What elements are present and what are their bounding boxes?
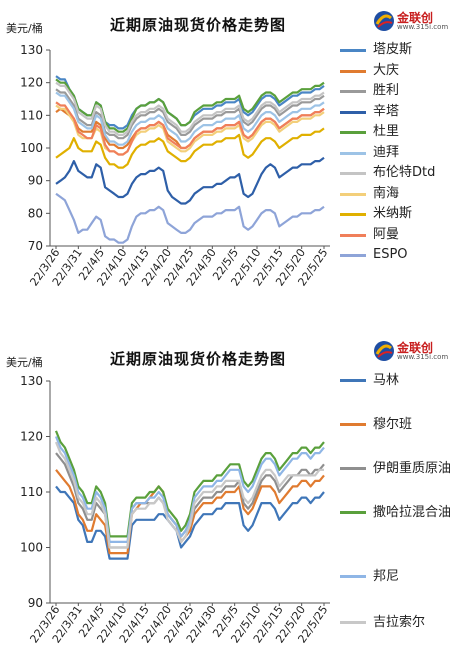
- y-tick-label: 110: [20, 485, 43, 499]
- series-line: [55, 127, 325, 169]
- series-line: [55, 101, 325, 156]
- legend-label: 辛塔: [373, 103, 400, 119]
- series-line: [55, 78, 325, 133]
- legend-swatch: [340, 621, 366, 624]
- legend-item: 马林: [340, 370, 464, 390]
- legend-label: 吉拉索尔: [373, 615, 426, 630]
- y-tick-label: 90: [28, 596, 43, 610]
- brand-logo: 金联创 www.315i.com: [373, 8, 455, 34]
- legend-item: 辛塔: [340, 102, 464, 122]
- legend-item: 伊朗重质原油: [340, 458, 464, 478]
- chart-panel-top: 美元/桶 近期原油现货价格走势图 金联创 www.315i.com 70 80 90…: [0, 0, 465, 322]
- series-line: [55, 81, 325, 136]
- logo-icon: [374, 11, 394, 31]
- logo-name: 金联创: [397, 11, 434, 25]
- legend-label: 布伦特Dtd: [373, 165, 436, 180]
- legend-label: 胜利: [373, 83, 400, 98]
- legend-item: 塔皮斯: [340, 40, 464, 60]
- legend-item: 撒哈拉混合油: [340, 502, 464, 522]
- legend-item: 胜利: [340, 81, 464, 101]
- y-tick-label: 100: [20, 141, 43, 155]
- legend-swatch: [340, 254, 366, 257]
- series-line: [55, 192, 325, 244]
- legend-swatch: [340, 69, 366, 73]
- series-line: [55, 469, 325, 555]
- legend-label: 撒哈拉混合油: [373, 505, 452, 520]
- chart-panel-bottom: 美元/桶 近期原油现货价格走势图 金联创 www.315i.com 90 100 1…: [0, 326, 465, 648]
- y-tick-label: 130: [20, 374, 43, 388]
- legend-swatch: [340, 213, 366, 216]
- legend-item: 布伦特Dtd: [340, 163, 464, 183]
- legend-swatch: [340, 90, 366, 93]
- legend-label: 杜里: [373, 124, 400, 139]
- legend-item: 迪拜: [340, 143, 464, 163]
- legend-label: 米纳斯: [373, 206, 413, 221]
- y-unit-label: 美元/桶: [6, 356, 43, 369]
- series-line: [55, 156, 325, 205]
- legend-swatch: [340, 233, 366, 237]
- y-tick-label: 100: [20, 541, 43, 555]
- brand-logo: 金联创 www.315i.com: [373, 338, 455, 364]
- legend-label: 伊朗重质原油: [373, 461, 452, 476]
- y-tick-label: 110: [20, 108, 43, 122]
- legend-label: 马林: [373, 373, 400, 388]
- y-tick-label: 120: [20, 76, 43, 90]
- logo-name: 金联创: [397, 341, 434, 355]
- y-unit-label: 美元/桶: [6, 22, 43, 35]
- legend-item: 南海: [340, 184, 464, 204]
- logo-icon: [374, 341, 394, 361]
- legend-swatch: [340, 575, 366, 578]
- logo-url: www.315i.com: [397, 23, 449, 31]
- legend-label: 穆尔班: [373, 417, 413, 432]
- y-tick-label: 120: [20, 430, 43, 444]
- legend-swatch: [340, 379, 366, 382]
- legend-item: 米纳斯: [340, 204, 464, 224]
- legend-item: 穆尔班: [340, 414, 464, 434]
- legend-swatch: [340, 192, 366, 196]
- line-chart-top: 70809010011012013022/3/2622/3/3122/4/522…: [20, 43, 330, 288]
- legend-swatch: [340, 49, 366, 52]
- legend-swatch: [340, 151, 366, 155]
- chart-title: 近期原油现货价格走势图: [110, 350, 287, 368]
- legend-swatch: [340, 511, 366, 514]
- legend-item: 大庆: [340, 61, 464, 81]
- legend-swatch: [340, 467, 366, 470]
- y-tick-label: 80: [28, 206, 43, 220]
- legend-label: 邦尼: [373, 569, 400, 584]
- line-chart-bottom: 9010011012013022/3/2622/3/3122/4/522/4/1…: [20, 374, 330, 645]
- series-line: [54, 441, 324, 549]
- legend-label: 阿曼: [373, 226, 400, 242]
- y-tick-label: 130: [20, 43, 43, 57]
- legend-label: ESPO: [373, 247, 408, 262]
- logo-url: www.315i.com: [397, 353, 449, 361]
- legend-label: 迪拜: [373, 144, 400, 160]
- y-tick-label: 90: [28, 174, 43, 188]
- chart-title: 近期原油现货价格走势图: [110, 16, 287, 34]
- legend-item: 杜里: [340, 122, 464, 142]
- legend-swatch: [340, 110, 366, 114]
- y-tick-label: 70: [28, 239, 43, 253]
- series-line: [55, 485, 325, 560]
- legend-label: 南海: [373, 185, 400, 201]
- legend-item: 邦尼: [340, 566, 464, 586]
- series-line: [55, 88, 325, 140]
- legend-swatch: [340, 172, 366, 175]
- legend-item: 阿曼: [340, 225, 464, 245]
- legend-swatch: [340, 131, 366, 134]
- legend-label: 塔皮斯: [373, 42, 413, 57]
- legend-label: 大庆: [373, 62, 400, 78]
- legend-item: 吉拉索尔: [340, 612, 464, 632]
- series-line: [55, 91, 325, 146]
- series-line: [54, 430, 325, 538]
- legend-item: ESPO: [340, 245, 464, 265]
- legend-swatch: [340, 423, 366, 426]
